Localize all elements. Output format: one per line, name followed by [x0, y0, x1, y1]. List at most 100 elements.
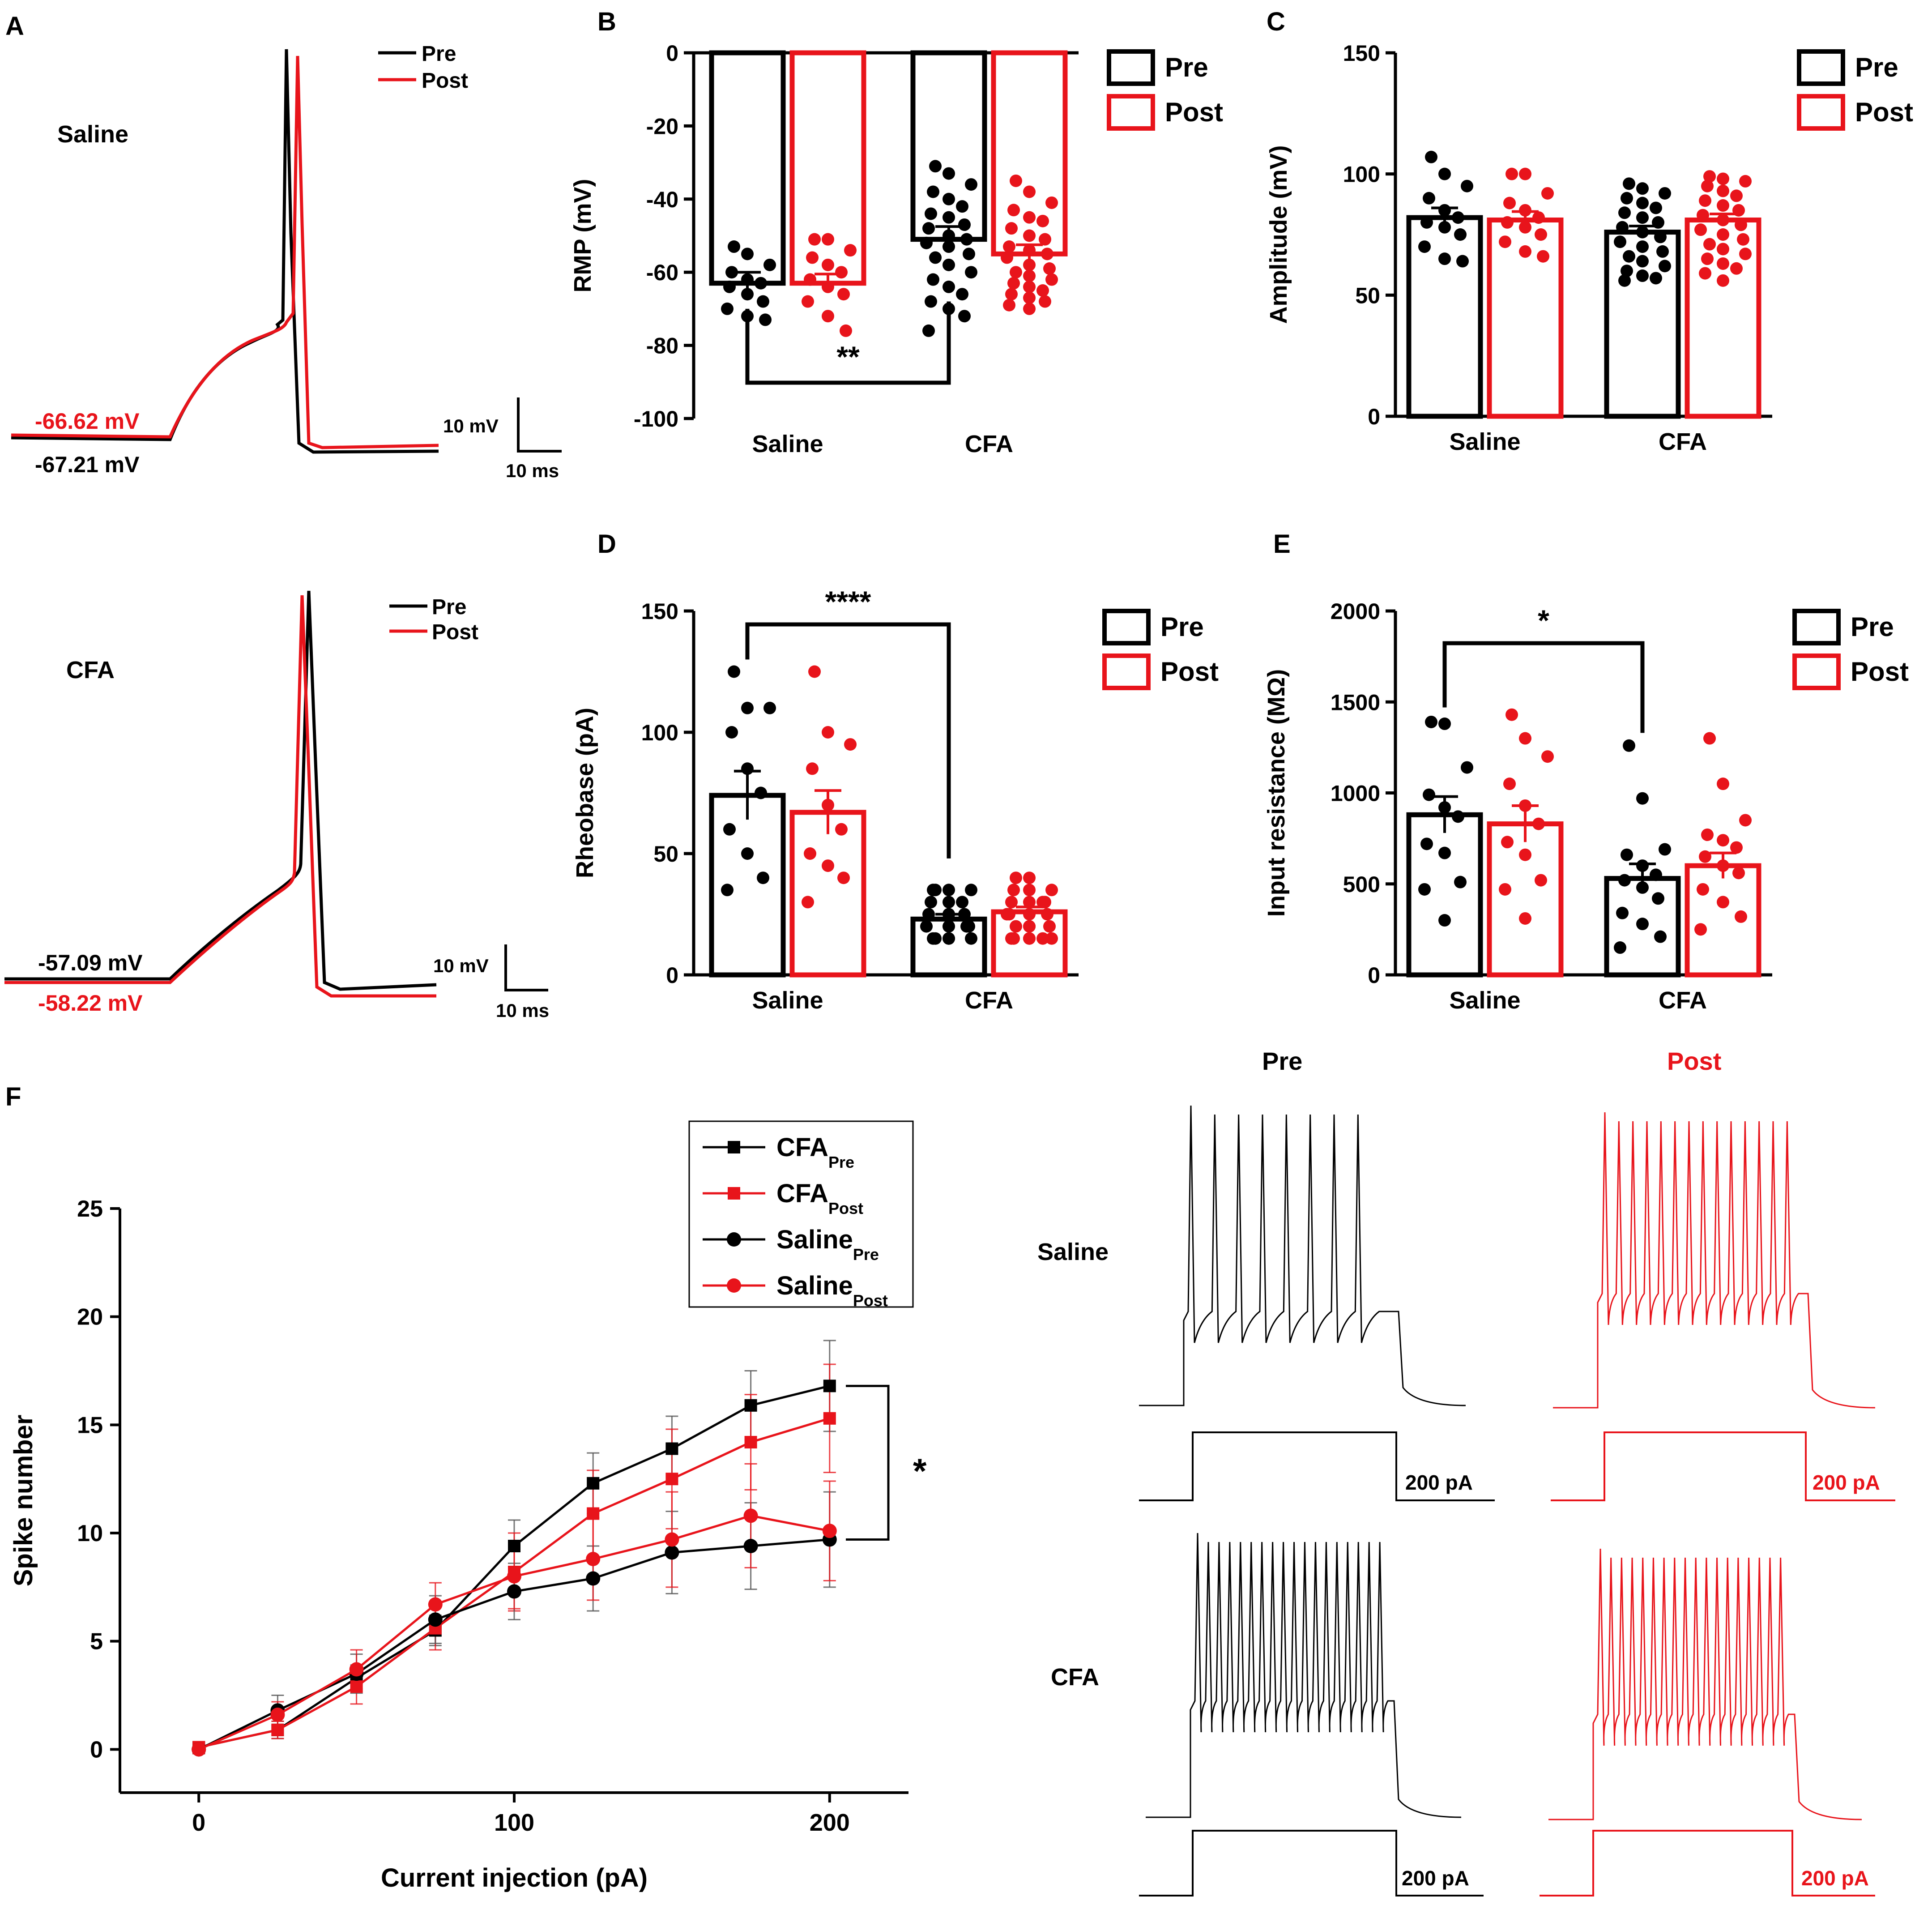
- chart-e-significance-bracket: [1442, 641, 1645, 733]
- chart-d-data-point: [1010, 871, 1022, 884]
- chart-d-data-point: [741, 762, 754, 775]
- chart-f-legend-cfa-post-label: CFAPost: [776, 1179, 863, 1217]
- chart-f-series-cfa-post-marker: [271, 1723, 284, 1736]
- chart-d-x-tick-label: CFA: [965, 987, 1013, 1014]
- chart-c-data-point: [1636, 240, 1649, 253]
- chart-b-data-point: [943, 167, 955, 180]
- chart-d-data-point: [963, 920, 975, 933]
- chart-e-data-point: [1739, 814, 1752, 827]
- chart-d-data-point: [1023, 896, 1036, 909]
- chart-e-data-point: [1461, 761, 1473, 774]
- chart-b-data-point: [802, 295, 814, 308]
- chart-c-data-point: [1739, 175, 1752, 188]
- chart-d-data-point: [1039, 896, 1051, 909]
- chart-f-x-tick-label: 0: [192, 1809, 205, 1836]
- chart-c-data-point: [1621, 265, 1633, 278]
- chart-f-legend-saline-post-label-main: Saline: [776, 1271, 853, 1300]
- chart-f-legend-saline-pre-label-sub: Pre: [853, 1245, 879, 1264]
- chart-e-data-point: [1519, 732, 1531, 745]
- chart-e-legend-swatch-pre: [1792, 609, 1841, 645]
- chart-f-x-label: Current injection (pA): [381, 1863, 648, 1892]
- chart-c-data-point: [1618, 274, 1631, 287]
- chart-b-data-point: [1007, 204, 1020, 217]
- chart-f-series-saline-post-marker: [507, 1569, 521, 1584]
- chart-e-data-point: [1614, 941, 1626, 954]
- chart-e-data-point: [1506, 708, 1518, 721]
- chart-d-data-point: [822, 726, 834, 739]
- chart-b-data-point: [943, 280, 955, 293]
- chart-d-data-point: [822, 859, 834, 872]
- chart-f-legend-saline-pre-label-main: Saline: [776, 1225, 853, 1254]
- chart-b-y-tick-label: -20: [646, 114, 678, 139]
- chart-c-data-point: [1636, 196, 1649, 209]
- step-label-saline-post: 200 pA: [1813, 1471, 1880, 1494]
- chart-d-data-point: [835, 823, 848, 836]
- chart-e-data-point: [1732, 867, 1745, 880]
- panel-a-letter: A: [5, 12, 24, 41]
- chart-c-data-point: [1499, 235, 1511, 248]
- chart-f-series-saline-pre-marker: [428, 1612, 443, 1627]
- chart-f-legend-saline-post-marker: [727, 1278, 741, 1293]
- chart-c-data-point: [1717, 214, 1729, 226]
- chart-e-data-point: [1423, 788, 1435, 801]
- chart-f-series-saline-pre-marker: [586, 1571, 601, 1586]
- trace-cfa-post: [1548, 1548, 1862, 1820]
- ap-cfa-pre-trace: [4, 590, 437, 991]
- chart-e-data-point: [1420, 837, 1433, 850]
- chart-d-data-point: [763, 701, 776, 714]
- chart-f-series-cfa-post-marker: [665, 1473, 678, 1486]
- chart-b-data-point: [1003, 299, 1015, 312]
- chart-e-data-point: [1717, 859, 1729, 872]
- chart-d-data-point: [943, 932, 955, 945]
- chart-b-data-point: [927, 185, 939, 198]
- chart-f-series-saline-post-marker: [192, 1742, 206, 1757]
- chart-d-data-point: [1045, 884, 1058, 897]
- chart-b-data-point: [1039, 295, 1051, 308]
- chart-d-data-point: [943, 896, 955, 909]
- chart-b-data-point: [721, 302, 734, 315]
- spike-trains: Pre Post Saline CFA 200 pA 200 pA 200 pA…: [1037, 1047, 1895, 1896]
- chart-f-series-saline-pre-marker: [743, 1539, 758, 1553]
- chart-b-data-point: [806, 251, 819, 264]
- chart-e-data-point: [1454, 876, 1467, 888]
- chart-e-data-point: [1701, 828, 1714, 841]
- ap-cfa-legend-pre-label: Pre: [432, 595, 466, 619]
- chart-e-bar-saline-post: [1487, 821, 1564, 978]
- chart-d-data-point: [741, 701, 754, 714]
- ap-cfa-post-rmp: -58.22 mV: [38, 991, 143, 1016]
- chart-e-y-tick-label: 1000: [1331, 781, 1380, 806]
- chart-e-y-tick-label: 0: [1368, 963, 1380, 988]
- chart-d-data-point: [1036, 932, 1049, 945]
- chart-c-data-point: [1438, 167, 1451, 180]
- chart-e-x-tick-label: CFA: [1659, 987, 1707, 1014]
- ap-saline-legend-post-label: Post: [422, 69, 468, 93]
- chart-b-data-point: [837, 288, 850, 301]
- chart-e-data-point: [1499, 883, 1511, 896]
- trace-saline-pre: [1139, 1105, 1466, 1406]
- spike-trains-pre-title: Pre: [1262, 1047, 1302, 1075]
- chart-b-data-point: [958, 218, 971, 231]
- ap-cfa-post-trace: [4, 595, 436, 998]
- chart-e-data-point: [1452, 810, 1464, 823]
- chart-f-series-cfa-post-marker: [587, 1507, 600, 1520]
- chart-b-data-point: [759, 313, 772, 326]
- chart-c-data-point: [1636, 269, 1649, 282]
- chart-b-data-point: [757, 295, 769, 308]
- chart-c-legend-swatch-pre: [1797, 49, 1845, 86]
- chart-b-legend-swatch-pre: [1107, 49, 1155, 86]
- chart-b-data-point: [725, 266, 738, 279]
- chart-d-data-point: [844, 738, 857, 751]
- chart-c-data-point: [1703, 238, 1716, 251]
- chart-b-data-point: [943, 211, 955, 224]
- chart-c-data-point: [1717, 172, 1729, 185]
- chart-b-data-point: [840, 324, 852, 337]
- chart-f-letter: F: [5, 1082, 21, 1111]
- chart-e-data-point: [1438, 846, 1451, 859]
- chart-b-data-point: [943, 258, 955, 271]
- chart-f-series-cfa-pre-marker: [587, 1477, 600, 1490]
- chart-f-series-saline-pre-marker: [507, 1584, 521, 1599]
- chart-d-data-point: [1023, 920, 1036, 933]
- chart-c-data-point: [1452, 211, 1464, 224]
- chart-b-y-tick-label: -60: [646, 260, 678, 285]
- chart-f-y-tick-label: 25: [77, 1196, 103, 1222]
